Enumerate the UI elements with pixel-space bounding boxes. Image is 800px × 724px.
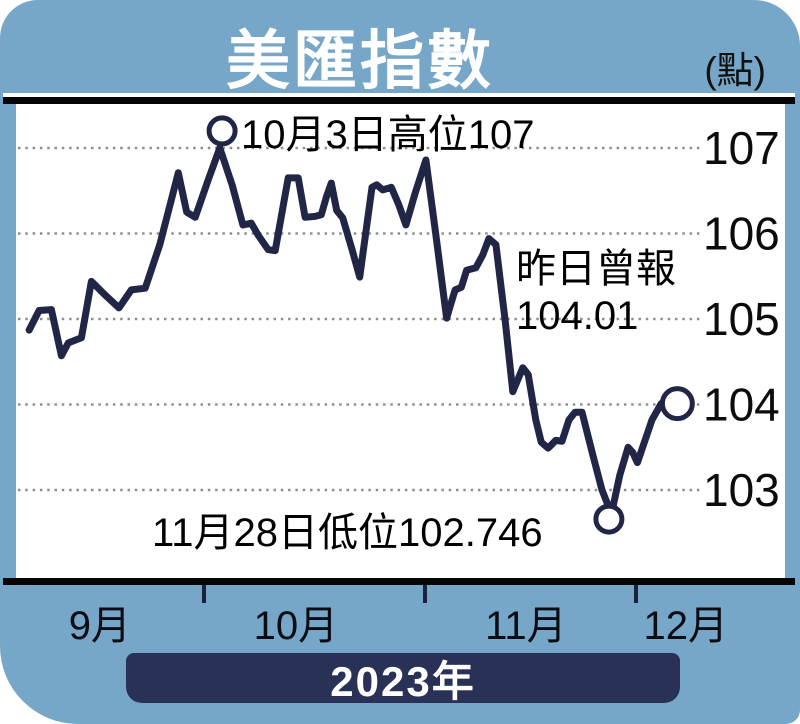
x-axis: 9月 10月 11月 12月	[16, 585, 785, 649]
x-axis-line	[3, 578, 795, 585]
price-line	[25, 144, 665, 515]
line-chart: 107 106 105 104 103	[18, 115, 780, 535]
low-point-marker	[593, 503, 625, 535]
annotation-high: 10月3日高位107	[241, 113, 535, 157]
x-axis-tick	[202, 585, 207, 603]
high-point-marker	[206, 115, 238, 147]
y-axis-unit-label: (點)	[704, 50, 766, 91]
y-axis-label: 106	[703, 208, 780, 260]
x-axis-tick	[422, 585, 427, 603]
page-title: 美匯指數	[226, 25, 494, 97]
y-axis-label: 104	[703, 379, 780, 431]
chart-header: 美匯指數	[0, 10, 720, 102]
x-axis-tick	[634, 585, 639, 603]
year-banner: 2023年	[126, 653, 680, 705]
y-axis-label: 103	[703, 464, 780, 516]
x-axis-label: 9月	[68, 604, 131, 648]
annotation-yesterday: 昨日曾報 104.01	[516, 246, 676, 340]
x-axis-label: 11月	[485, 604, 567, 648]
plot-area: 107 106 105 104 103 10月3日高位107 昨日曾報 104.01 1…	[16, 104, 785, 578]
x-axis-label: 12月	[643, 604, 729, 648]
x-axis-label: 10月	[253, 604, 339, 648]
annotation-low: 11月28日低位102.746	[152, 511, 543, 555]
top-frame-line	[3, 97, 795, 104]
top-rule-highlight	[3, 93, 795, 97]
y-axis-label: 107	[703, 122, 780, 174]
annotation-yesterday-value: 104.01	[516, 294, 639, 338]
current-point-marker	[659, 386, 695, 422]
year-label: 2023年	[330, 657, 476, 705]
y-axis-label: 105	[703, 293, 780, 345]
annotation-yesterday-text: 昨日曾報	[516, 247, 676, 291]
